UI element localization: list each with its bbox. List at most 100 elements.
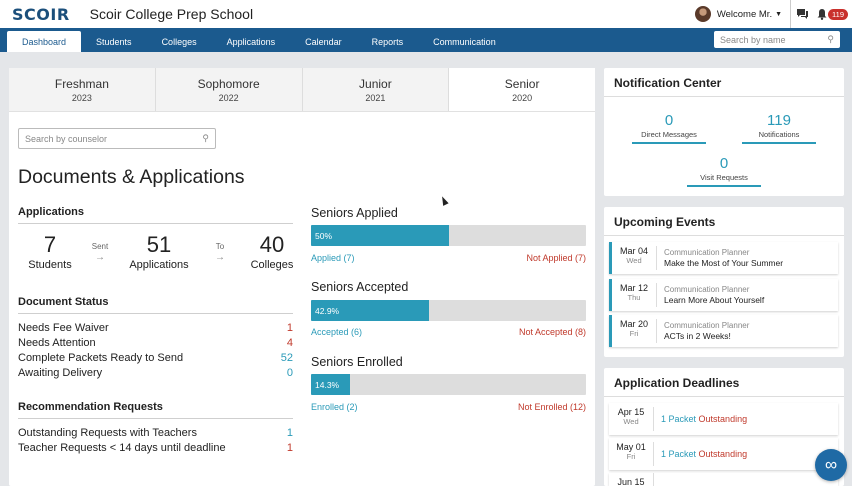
not-enrolled-link[interactable]: Not Enrolled (12) [517,402,586,412]
grade-name: Sophomore [197,76,260,91]
application-deadlines-title: Application Deadlines [614,376,740,390]
top-bar: SCOIR Scoir College Prep School Welcome … [0,0,852,28]
seniors-enrolled-title: Seniors Enrolled [311,355,403,369]
visit-requests-stat[interactable]: 0 Visit Requests [687,155,761,187]
school-name: Scoir College Prep School [89,6,254,22]
grade-tab-junior[interactable]: Junior 2021 [302,68,450,111]
row-value[interactable]: 1 [286,322,293,334]
applications-stat[interactable]: 51 Applications [118,232,200,271]
grade-name: Junior [359,76,392,91]
deadline-item[interactable]: Jun 15 [609,473,838,486]
doc-status-row[interactable]: Needs Attention 4 [18,337,293,349]
tab-students[interactable]: Students [96,36,132,47]
row-value[interactable]: 52 [280,352,293,364]
event-item[interactable]: Mar 12 Thu Communication Planner Learn M… [609,279,838,311]
colleges-stat[interactable]: 40 Colleges [239,232,305,271]
event-category: Communication Planner [664,248,750,257]
counselor-search-input[interactable] [25,133,203,144]
event-item[interactable]: Mar 20 Fri Communication Planner ACTs in… [609,315,838,347]
enrolled-link[interactable]: Enrolled (2) [311,402,358,412]
divider [18,313,293,314]
main-nav: Dashboard Students Colleges Applications… [0,28,852,52]
grade-tab-senior[interactable]: Senior 2020 [449,68,595,111]
notifications-button[interactable]: 119 [813,0,852,28]
doc-status-row[interactable]: Complete Packets Ready to Send 52 [18,352,293,364]
seniors-accepted-bar: 42.9% [311,300,586,321]
direct-messages-stat[interactable]: 0 Direct Messages [632,112,706,144]
tab-colleges[interactable]: Colleges [161,36,197,47]
divider [790,0,792,28]
row-label: Needs Fee Waiver [18,322,109,334]
row-value[interactable]: 4 [286,337,293,349]
event-date: Mar 20 Fri [612,319,657,343]
to-arrow: To → [212,242,228,263]
grade-year: 2022 [218,92,239,103]
chat-icon [796,9,808,19]
event-day: Wed [626,256,642,265]
search-icon[interactable]: ⚲ [202,133,209,143]
user-menu[interactable]: Welcome Mr. ▼ [717,9,790,20]
not-applied-link[interactable]: Not Applied (7) [526,253,586,263]
seniors-enrolled-bar: 14.3% [311,374,586,395]
deadline-item[interactable]: May 01 Fri 1 Packet Outstanding [609,438,838,470]
event-info: Communication Planner Learn More About Y… [657,285,764,305]
row-label: Teacher Requests < 14 days until deadlin… [18,442,226,454]
tab-communication[interactable]: Communication [433,36,496,47]
scoir-logo[interactable]: SCOIR [12,4,70,24]
tab-reports[interactable]: Reports [371,36,404,47]
accepted-link[interactable]: Accepted (6) [311,327,363,337]
row-label: Outstanding Requests with Teachers [18,427,197,439]
event-item[interactable]: Mar 04 Wed Communication Planner Make th… [609,242,838,274]
grade-tabs: Freshman 2023 Sophomore 2022 Junior 2021… [9,68,595,112]
grade-tab-freshman[interactable]: Freshman 2023 [9,68,156,111]
row-value[interactable]: 1 [286,442,293,454]
not-accepted-link[interactable]: Not Accepted (8) [518,327,586,337]
grade-name: Senior [504,76,540,91]
grade-tab-sophomore[interactable]: Sophomore 2022 [155,68,303,111]
messages-button[interactable] [791,0,813,28]
direct-messages-count: 0 [664,112,674,129]
grade-year: 2023 [71,92,92,103]
event-date-text: Mar 04 [619,246,648,256]
notification-center-title: Notification Center [614,76,722,90]
avatar[interactable] [694,6,711,22]
application-deadlines-panel: Application Deadlines Apr 15 Wed 1 Packe… [604,368,844,486]
applied-link[interactable]: Applied (7) [311,253,355,263]
arrow-right-icon: → [215,252,225,263]
chevron-down-icon: ▼ [775,10,783,18]
event-info: Communication Planner ACTs in 2 Weeks! [657,321,749,341]
event-date-text: Mar 12 [619,283,648,293]
event-info: Communication Planner Make the Most of Y… [657,248,783,268]
applications-label: Applications [129,259,189,271]
deadline-item[interactable]: Apr 15 Wed 1 Packet Outstanding [609,403,838,435]
chat-support-button[interactable]: ∞ [815,449,847,481]
doc-status-row[interactable]: Needs Fee Waiver 1 [18,322,293,334]
deadline-info: 1 Packet Outstanding [654,414,747,424]
visit-requests-label: Visit Requests [700,173,748,182]
tab-calendar[interactable]: Calendar [305,36,342,47]
tab-dashboard[interactable]: Dashboard [7,31,82,52]
seniors-enrolled-labels: Enrolled (2) Not Enrolled (12) [311,402,586,412]
notifications-label: Notifications [758,130,800,139]
deadline-status: Outstanding [698,449,748,459]
deadline-packets[interactable]: 1 Packet [661,449,697,459]
deadline-packets[interactable]: 1 Packet [661,414,697,424]
row-label: Complete Packets Ready to Send [18,352,184,364]
name-search-input[interactable] [720,34,828,45]
arrow-right-icon: → [95,252,105,263]
applications-count: 51 [146,232,172,257]
notifications-count: 119 [767,112,791,129]
row-value[interactable]: 1 [286,427,293,439]
doc-status-row[interactable]: Awaiting Delivery 0 [18,367,293,379]
deadline-date-text: Apr 15 [617,407,645,417]
row-value[interactable]: 0 [286,367,293,379]
students-stat[interactable]: 7 Students [18,232,82,271]
search-icon[interactable]: ⚲ [827,34,834,44]
recommendation-row[interactable]: Teacher Requests < 14 days until deadlin… [18,442,293,454]
seniors-applied-title: Seniors Applied [311,206,398,220]
notifications-stat[interactable]: 119 Notifications [742,112,816,144]
progress-fill: 50% [311,225,449,246]
recommendation-row[interactable]: Outstanding Requests with Teachers 1 [18,427,293,439]
tab-applications[interactable]: Applications [226,36,276,47]
notification-center-panel: Notification Center 0 Direct Messages 11… [604,68,844,196]
